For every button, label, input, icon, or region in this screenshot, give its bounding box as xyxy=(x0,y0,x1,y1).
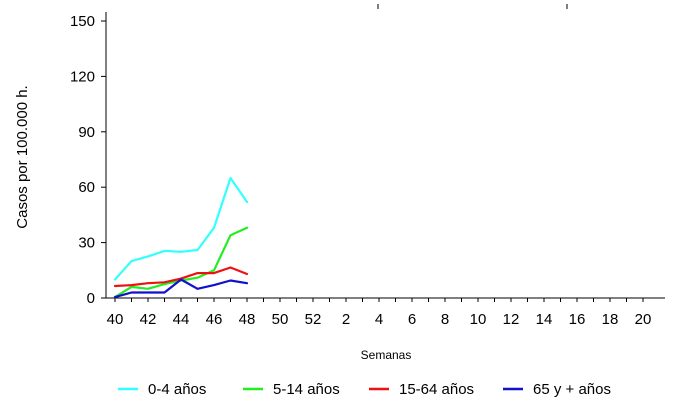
x-axis-title: Semanas xyxy=(361,348,412,362)
x-tick-label: 12 xyxy=(503,311,520,328)
series-line xyxy=(113,176,249,281)
y-tick-label: 30 xyxy=(78,235,95,252)
y-tick-label: 60 xyxy=(78,179,95,196)
x-tick-label: 6 xyxy=(408,311,416,328)
x-tick-label: 14 xyxy=(536,311,553,328)
y-tick-label: 120 xyxy=(70,68,95,85)
x-axis-ticks: 40 42 44 46 48 50 52 2 4 6 8 10 12 14 16 18 20 xyxy=(107,298,652,328)
x-tick-label: 48 xyxy=(239,311,256,328)
y-tick-label: 90 xyxy=(78,124,95,141)
x-tick-label: 16 xyxy=(569,311,586,328)
series-line xyxy=(113,226,249,299)
x-tick-label: 10 xyxy=(470,311,487,328)
x-tick-label: 52 xyxy=(305,311,322,328)
y-axis-ticks: 0 30 60 90 120 150 xyxy=(70,13,106,307)
x-tick-label: 20 xyxy=(635,311,652,328)
series-lines xyxy=(113,176,249,299)
x-tick-label: 40 xyxy=(107,311,124,328)
legend: 0-4 años 5-14 años 15-64 años 65 y + años xyxy=(118,381,611,398)
legend-label: 0-4 años xyxy=(148,381,206,398)
x-tick-label: 50 xyxy=(272,311,289,328)
legend-label: 5-14 años xyxy=(273,381,340,398)
x-tick-label: 46 xyxy=(206,311,223,328)
y-tick-label: 0 xyxy=(87,290,95,307)
x-tick-label: 18 xyxy=(602,311,619,328)
x-tick-label: 42 xyxy=(140,311,157,328)
x-tick-label: 2 xyxy=(342,311,350,328)
x-tick-label: 4 xyxy=(375,311,383,328)
x-tick-label: 44 xyxy=(173,311,190,328)
legend-label: 65 y + años xyxy=(533,381,611,398)
x-tick-label: 8 xyxy=(441,311,449,328)
series-line xyxy=(113,266,249,288)
legend-label: 15-64 años xyxy=(399,381,474,398)
y-tick-label: 150 xyxy=(70,13,95,30)
y-axis-title: Casos por 100.000 h. xyxy=(14,85,31,228)
series-line xyxy=(113,278,249,299)
